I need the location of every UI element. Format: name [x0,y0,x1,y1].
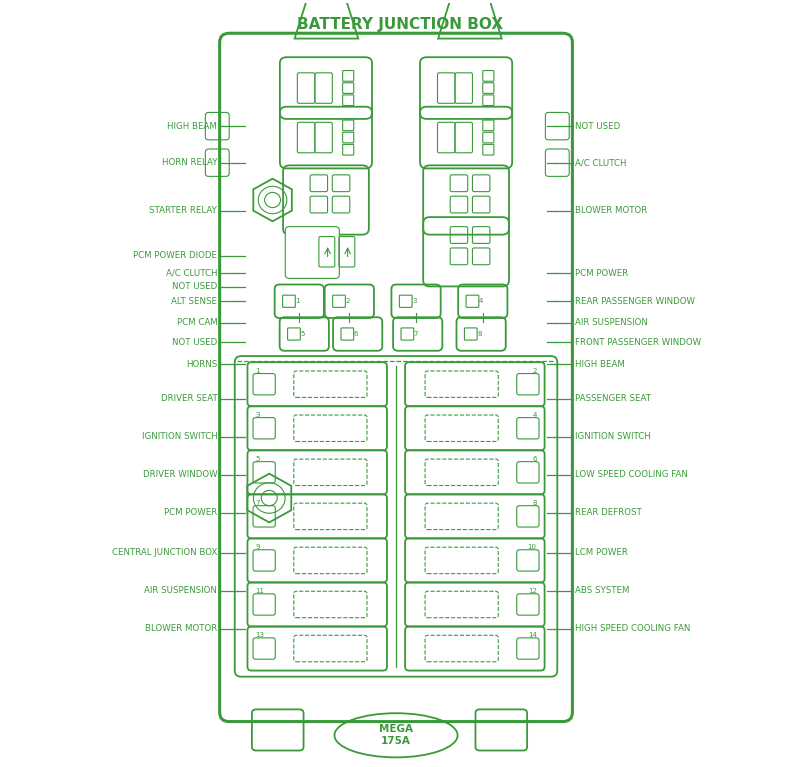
Text: AIR SUSPENSION: AIR SUSPENSION [145,586,218,595]
Text: MEGA
175A: MEGA 175A [379,725,413,746]
Text: IGNITION SWITCH: IGNITION SWITCH [574,433,650,441]
Text: IGNITION SWITCH: IGNITION SWITCH [142,433,218,441]
Text: LOW SPEED COOLING FAN: LOW SPEED COOLING FAN [574,470,688,479]
Text: HIGH BEAM: HIGH BEAM [574,360,625,369]
Text: 3: 3 [412,298,417,304]
Text: PCM CAM: PCM CAM [177,318,218,327]
Text: HORN RELAY: HORN RELAY [162,158,218,167]
Text: 11: 11 [255,588,265,594]
Text: 5: 5 [300,331,305,337]
Text: REAR DEFROST: REAR DEFROST [574,509,642,518]
Text: 7: 7 [255,500,260,505]
Text: 13: 13 [255,632,265,638]
Text: BLOWER MOTOR: BLOWER MOTOR [145,624,218,634]
Text: NOT USED: NOT USED [172,338,218,347]
Text: 1: 1 [295,298,300,304]
Text: PCM POWER DIODE: PCM POWER DIODE [134,251,218,260]
Text: ALT SENSE: ALT SENSE [171,297,218,306]
Text: 9: 9 [255,544,260,550]
Text: LCM POWER: LCM POWER [574,548,628,557]
Text: 6: 6 [532,456,537,462]
Text: NOT USED: NOT USED [172,282,218,291]
Text: 8: 8 [477,331,482,337]
Text: DRIVER WINDOW: DRIVER WINDOW [142,470,218,479]
Text: PASSENGER SEAT: PASSENGER SEAT [574,394,650,403]
Text: 14: 14 [528,632,537,638]
Text: 3: 3 [255,412,260,417]
Text: 2: 2 [532,367,537,374]
Text: PCM POWER: PCM POWER [574,268,628,278]
Text: NOT USED: NOT USED [574,122,620,130]
Text: 5: 5 [255,456,260,462]
Text: 10: 10 [528,544,537,550]
Text: 2: 2 [346,298,350,304]
Text: 4: 4 [479,298,483,304]
Text: HORNS: HORNS [186,360,218,369]
Text: A/C CLUTCH: A/C CLUTCH [574,158,626,167]
Text: 7: 7 [414,331,418,337]
Text: ABS SYSTEM: ABS SYSTEM [574,586,630,595]
Text: 6: 6 [354,331,358,337]
Text: PCM POWER: PCM POWER [164,509,218,518]
FancyBboxPatch shape [286,226,339,278]
Text: REAR PASSENGER WINDOW: REAR PASSENGER WINDOW [574,297,694,306]
Text: BLOWER MOTOR: BLOWER MOTOR [574,206,647,216]
Text: STARTER RELAY: STARTER RELAY [150,206,218,216]
Text: 8: 8 [532,500,537,505]
Text: 4: 4 [532,412,537,417]
Text: HIGH SPEED COOLING FAN: HIGH SPEED COOLING FAN [574,624,690,634]
Text: FRONT PASSENGER WINDOW: FRONT PASSENGER WINDOW [574,338,701,347]
Text: CENTRAL JUNCTION BOX: CENTRAL JUNCTION BOX [112,548,218,557]
Text: AIR SUSPENSION: AIR SUSPENSION [574,318,648,327]
Text: HIGH BEAM: HIGH BEAM [167,122,218,130]
Text: BATTERY JUNCTION BOX: BATTERY JUNCTION BOX [297,17,503,31]
Text: 12: 12 [528,588,537,594]
Text: A/C CLUTCH: A/C CLUTCH [166,268,218,278]
Text: DRIVER SEAT: DRIVER SEAT [161,394,218,403]
Text: 1: 1 [255,367,260,374]
